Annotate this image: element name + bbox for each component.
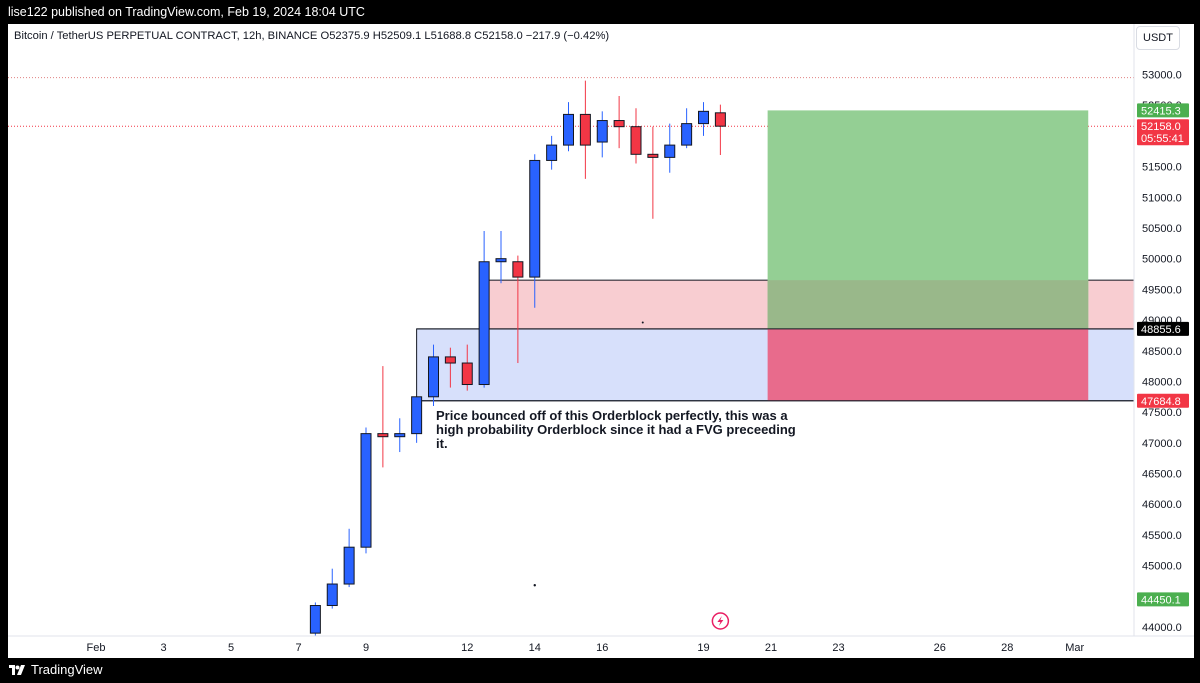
target-price-badge-bg [1137, 103, 1189, 118]
price-tick-label: 45500.0 [1142, 530, 1182, 542]
candle-body[interactable] [698, 110, 709, 125]
time-tick-label: 9 [363, 642, 369, 654]
time-tick-label: Feb [87, 642, 106, 654]
tradingview-brand[interactable]: TradingView [8, 662, 103, 677]
entry-price-badge-bg [1137, 321, 1189, 336]
candle-body[interactable] [546, 144, 558, 161]
candle-body[interactable] [377, 433, 389, 438]
price-tick-label: 53000.0 [1142, 70, 1182, 82]
time-tick-label: 19 [697, 642, 709, 654]
last-price-badge-countdown: 05:55:41 [1141, 133, 1184, 145]
marker-dot [533, 584, 536, 587]
time-tick-label: Mar [1065, 642, 1084, 654]
time-tick-label: 14 [529, 642, 541, 654]
time-tick-label: 12 [461, 642, 473, 654]
candle-body[interactable] [360, 433, 372, 548]
time-tick-label: 23 [832, 642, 844, 654]
tradingview-logo-icon [9, 664, 25, 675]
candle-body[interactable] [596, 120, 608, 143]
entry-price-badge: 48855.6 [1141, 324, 1181, 336]
price-tick-label: 48000.0 [1142, 376, 1182, 388]
candle-body[interactable] [630, 126, 642, 155]
candle-body[interactable] [714, 112, 726, 127]
currency-button[interactable]: USDT [1136, 26, 1180, 50]
orderblock-note[interactable]: Price bounced off of this Orderblock per… [436, 408, 796, 451]
candle-body[interactable] [495, 258, 507, 263]
published-text: lise122 published on TradingView.com, Fe… [8, 5, 365, 19]
position-stop-zone[interactable] [767, 328, 1089, 401]
stop-price-badge: 47684.8 [1141, 396, 1181, 408]
lightning-glyph [717, 616, 724, 626]
candle-body[interactable] [461, 362, 473, 386]
symbol-ohlc-line: Bitcoin / TetherUS PERPETUAL CONTRACT, 1… [14, 30, 610, 42]
last-price-badge: 52158.0 [1141, 121, 1181, 133]
footer-bar: TradingView [0, 658, 1200, 683]
candle-body[interactable] [529, 159, 541, 278]
price-tick-label: 51500.0 [1142, 162, 1182, 174]
published-header: lise122 published on TradingView.com, Fe… [0, 0, 1200, 24]
candle-body[interactable] [647, 153, 659, 158]
stop-price-badge-bg [1137, 393, 1189, 408]
chart-pane[interactable]: FVG44000.044500.045000.045500.046000.046… [8, 24, 1194, 658]
brand-label: TradingView [31, 662, 103, 677]
marker-dot [641, 321, 644, 324]
target-price-badge: 52415.3 [1141, 105, 1181, 117]
time-tick-label: 7 [295, 642, 301, 654]
candle-body[interactable] [681, 123, 693, 146]
candle-body[interactable] [309, 605, 321, 634]
candle-body[interactable] [428, 356, 439, 398]
candle-body[interactable] [563, 113, 574, 146]
low-price-badge: 44450.1 [1141, 594, 1181, 606]
price-tick-label: 49500.0 [1142, 284, 1182, 296]
last-price-badge-bg [1137, 119, 1189, 146]
time-tick-label: 26 [934, 642, 946, 654]
price-tick-label: 46000.0 [1142, 499, 1182, 511]
position-fvg-overlap [767, 280, 1089, 329]
candle-body[interactable] [394, 433, 406, 438]
price-tick-label: 46500.0 [1142, 469, 1182, 481]
price-tick-label: 44000.0 [1142, 622, 1182, 634]
price-tick-label: 48500.0 [1142, 346, 1182, 358]
candle-body[interactable] [326, 583, 338, 607]
candle-body[interactable] [579, 113, 591, 146]
candle-body[interactable] [512, 261, 524, 278]
price-tick-label: 45000.0 [1142, 561, 1182, 573]
time-tick-label: 16 [596, 642, 608, 654]
candle-body[interactable] [444, 356, 456, 364]
time-tick-label: 28 [1001, 642, 1013, 654]
price-tick-label: 51000.0 [1142, 192, 1182, 204]
candlestick-chart[interactable]: FVG44000.044500.045000.045500.046000.046… [8, 24, 1194, 658]
candle-body[interactable] [478, 261, 490, 386]
price-tick-label: 47000.0 [1142, 438, 1182, 450]
time-tick-label: 21 [765, 642, 777, 654]
price-tick-label: 50500.0 [1142, 223, 1182, 235]
candle-body[interactable] [411, 396, 423, 435]
candle-body[interactable] [343, 546, 355, 585]
price-tick-label: 47500.0 [1142, 407, 1182, 419]
low-price-badge-bg [1137, 592, 1189, 607]
candle-body[interactable] [664, 144, 676, 158]
candle-body[interactable] [613, 120, 625, 128]
time-tick-label: 3 [160, 642, 166, 654]
time-tick-label: 5 [228, 642, 234, 654]
price-tick-label: 50000.0 [1142, 254, 1182, 266]
